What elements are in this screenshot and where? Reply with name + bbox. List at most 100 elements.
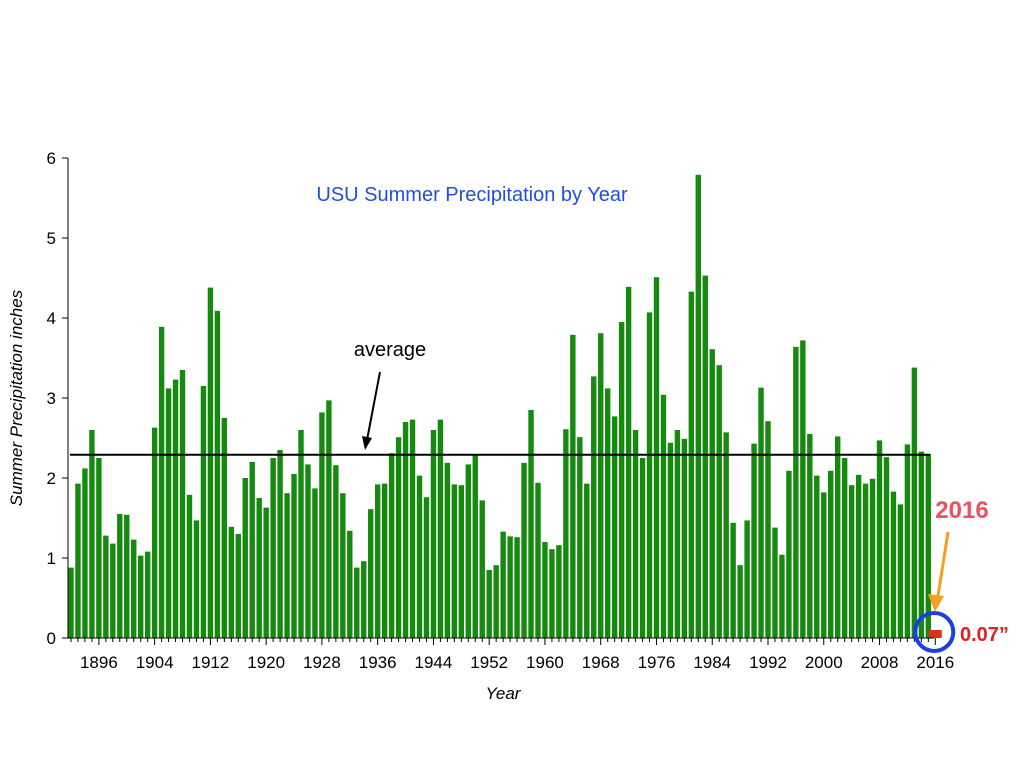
bar-2013 xyxy=(911,367,918,638)
bar-1940 xyxy=(402,422,409,638)
bar-1921 xyxy=(270,458,276,638)
bar-1988 xyxy=(737,565,743,638)
y-axis-label: Summer Precipitation inches xyxy=(7,289,26,506)
x-tick-label: 2000 xyxy=(805,653,843,672)
bar-1950 xyxy=(472,454,478,638)
bar-1968 xyxy=(598,333,604,638)
x-tick-label: 2008 xyxy=(861,653,899,672)
bar-1977 xyxy=(660,394,667,638)
bar-1961 xyxy=(549,549,555,638)
bar-1981 xyxy=(688,291,695,638)
bar-1983 xyxy=(702,275,708,638)
bar-1932 xyxy=(347,530,353,638)
bar-2007 xyxy=(869,478,876,638)
bar-1937 xyxy=(381,483,388,638)
bar-1996 xyxy=(793,346,799,638)
bar-1989 xyxy=(744,520,750,638)
bar-1952 xyxy=(486,570,492,638)
bar-1930 xyxy=(333,465,339,638)
bar-1965 xyxy=(577,437,583,638)
bar-1958 xyxy=(528,410,534,638)
x-tick-label: 1936 xyxy=(359,653,397,672)
bar-1896 xyxy=(96,458,102,638)
bar-1936 xyxy=(374,484,381,638)
bar-1976 xyxy=(653,277,660,638)
x-axis-label: Year xyxy=(486,684,522,703)
bar-1966 xyxy=(584,483,590,638)
bar-2015 xyxy=(925,454,932,638)
highlight-arrow-shaft xyxy=(936,531,950,597)
highlight-arrow-head xyxy=(928,594,944,612)
bar-1934 xyxy=(361,561,367,638)
bar-1920 xyxy=(263,507,269,638)
bar-1945 xyxy=(437,419,444,638)
bar-1899 xyxy=(117,514,123,638)
bar-1957 xyxy=(521,462,527,638)
bar-1995 xyxy=(786,470,792,638)
bar-1900 xyxy=(124,514,130,638)
bar-2008 xyxy=(876,440,883,638)
bar-2009 xyxy=(883,457,890,638)
bar-1947 xyxy=(451,484,458,638)
y-tick-label: 0 xyxy=(47,629,56,648)
bar-1918 xyxy=(249,462,255,638)
bar-2000 xyxy=(821,492,827,638)
bar-1975 xyxy=(646,312,653,638)
bar-1997 xyxy=(800,340,806,638)
bar-1944 xyxy=(430,430,437,638)
bar-1927 xyxy=(312,488,318,638)
bar-1898 xyxy=(110,543,116,638)
bar-1904 xyxy=(151,427,158,638)
bar-1962 xyxy=(556,545,562,638)
bar-1964 xyxy=(570,334,576,638)
bar-2005 xyxy=(855,474,862,638)
bar-1907 xyxy=(172,379,179,638)
x-tick-label: 1984 xyxy=(693,653,731,672)
bar-1963 xyxy=(563,429,569,638)
bar-2001 xyxy=(828,470,834,638)
bar-1901 xyxy=(131,539,137,638)
bar-1941 xyxy=(409,419,416,638)
highlight-value-label: 0.07” xyxy=(960,624,1009,646)
bar-1999 xyxy=(814,475,820,638)
bar-1928 xyxy=(319,412,325,638)
bar-2012 xyxy=(904,444,911,638)
bar-1948 xyxy=(458,485,465,638)
bar-1992 xyxy=(765,421,771,638)
bar-1990 xyxy=(751,443,757,638)
bar-1908 xyxy=(179,370,186,638)
x-tick-label: 1992 xyxy=(749,653,787,672)
bar-1993 xyxy=(772,527,778,638)
x-tick-label: 1904 xyxy=(136,653,174,672)
bar-1970 xyxy=(611,416,618,638)
bar-1913 xyxy=(214,310,221,638)
bar-1914 xyxy=(221,418,228,638)
bar-2004 xyxy=(848,485,855,638)
average-arrow-head xyxy=(362,436,372,450)
y-tick-label: 6 xyxy=(47,149,56,168)
y-tick-label: 4 xyxy=(47,309,56,328)
bar-1923 xyxy=(284,493,290,638)
x-tick-label: 1976 xyxy=(638,653,676,672)
bar-1955 xyxy=(507,536,513,638)
bar-1943 xyxy=(423,497,430,638)
bar-1986 xyxy=(723,432,729,638)
y-tick-label: 1 xyxy=(47,549,56,568)
x-tick-label: 1912 xyxy=(191,653,229,672)
bar-1926 xyxy=(305,464,311,638)
annotations-group: average 2016 0.07” xyxy=(70,339,1009,653)
bar-1922 xyxy=(277,450,283,638)
bar-1917 xyxy=(242,478,248,638)
bar-1924 xyxy=(291,474,297,638)
bar-1925 xyxy=(298,430,304,638)
bar-1897 xyxy=(103,535,109,638)
y-tick-label: 2 xyxy=(47,469,56,488)
bar-2014 xyxy=(918,451,925,638)
bar-1953 xyxy=(493,565,499,638)
axes-group: 0 1 2 3 4 5 6 1896 1904 1912 1920 1928 1936 1944 1952 1… xyxy=(47,149,955,672)
bar-1973 xyxy=(632,430,639,638)
bar-1985 xyxy=(716,365,722,638)
bar-1939 xyxy=(395,437,402,638)
x-tick-label: 1952 xyxy=(470,653,508,672)
